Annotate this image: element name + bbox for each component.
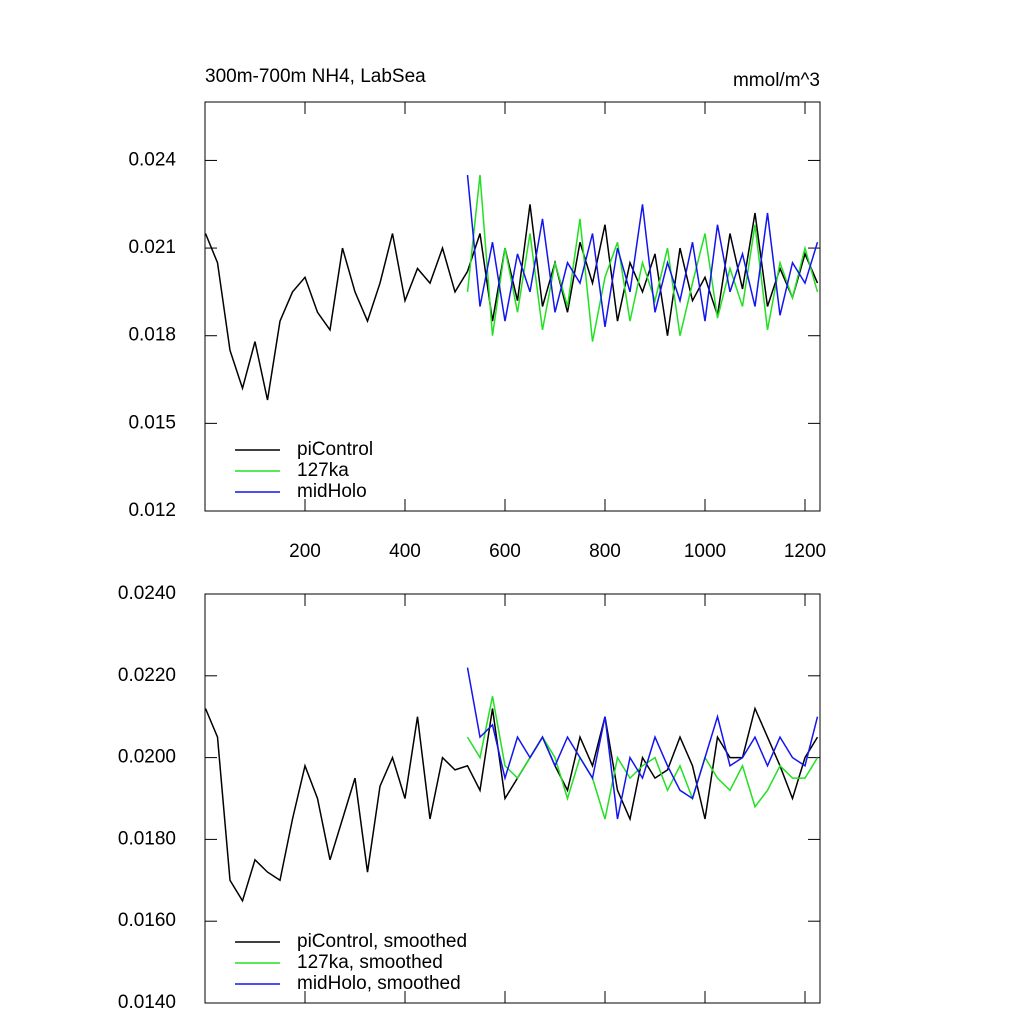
- units-label: mmol/m^3: [733, 70, 820, 91]
- data-line: [466, 696, 819, 820]
- legend-label: midHolo, smoothed: [297, 973, 461, 994]
- y-tick-label: 0.0140: [118, 992, 176, 1013]
- data-line: [204, 706, 819, 903]
- y-tick-label: 0.018: [128, 325, 176, 346]
- legend-label: piControl, smoothed: [297, 931, 467, 952]
- x-tick-label: 800: [589, 541, 621, 562]
- x-tick-label: 400: [389, 541, 421, 562]
- data-line: [204, 204, 819, 401]
- legend-label: midHolo: [297, 481, 367, 502]
- y-tick-label: 0.0200: [118, 747, 176, 768]
- data-line: [466, 667, 819, 820]
- legend-label: piControl: [297, 439, 373, 460]
- x-tick-label: 600: [489, 541, 521, 562]
- y-tick-label: 0.015: [128, 412, 176, 433]
- y-tick-label: 0.0240: [118, 583, 176, 604]
- legend-label: 127ka, smoothed: [297, 952, 443, 973]
- chart-title: 300m-700m NH4, LabSea: [205, 66, 426, 87]
- y-tick-label: 0.0180: [118, 828, 176, 849]
- legend-label: 127ka: [297, 460, 349, 481]
- x-tick-label: 200: [289, 541, 321, 562]
- y-tick-label: 0.0160: [118, 910, 176, 931]
- plot-frame: [204, 593, 821, 1004]
- x-tick-label: 1000: [684, 541, 726, 562]
- x-tick-label: 1200: [784, 541, 826, 562]
- y-tick-label: 0.021: [128, 237, 176, 258]
- y-tick-label: 0.0220: [118, 665, 176, 686]
- y-tick-label: 0.012: [128, 500, 176, 521]
- y-tick-label: 0.024: [128, 149, 176, 170]
- data-line: [466, 174, 819, 328]
- data-line: [466, 174, 819, 342]
- plot-frame: [204, 101, 821, 512]
